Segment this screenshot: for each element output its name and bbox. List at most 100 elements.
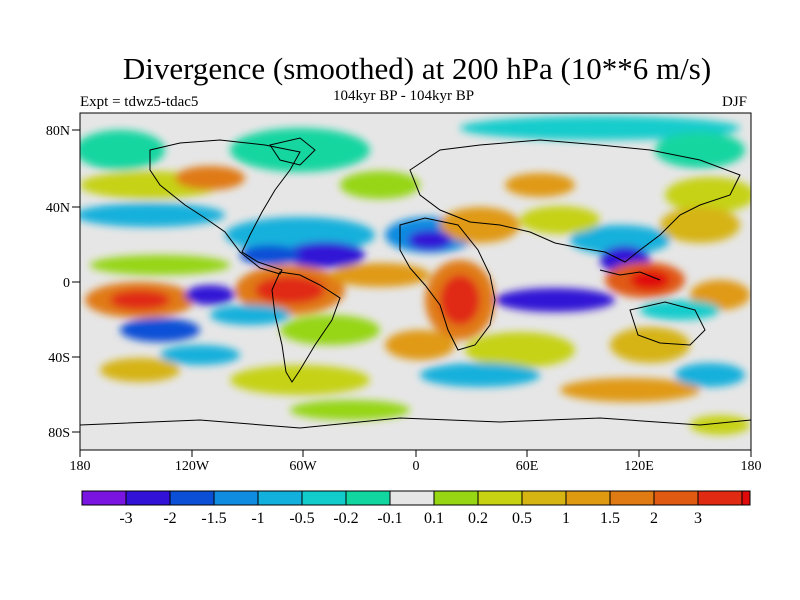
- field-blob: [460, 116, 740, 140]
- colorbar-swatch: [258, 491, 302, 505]
- field-blob: [640, 300, 720, 320]
- x-tick-label: 180: [741, 459, 762, 474]
- colorbar-label: -1: [251, 510, 264, 527]
- colorbar-label: -3: [119, 510, 132, 527]
- y-tick-label: 0: [63, 276, 70, 291]
- field-blob: [610, 327, 690, 363]
- field-blob: [90, 255, 230, 275]
- x-tick-labels: 180 120W 60W 0 60E 120E 180: [70, 459, 762, 474]
- field-blob: [185, 285, 235, 305]
- colorbar-swatch: [434, 491, 478, 505]
- field-blob: [230, 128, 370, 172]
- colorbar-swatch: [698, 491, 742, 505]
- field-blob: [495, 288, 615, 312]
- colorbar-label: -0.2: [333, 510, 358, 527]
- field-blob: [175, 166, 245, 190]
- field-blob: [440, 275, 480, 325]
- colorbar-label: -0.5: [289, 510, 314, 527]
- colorbar-label: 2: [650, 510, 658, 527]
- field-blob: [340, 171, 420, 199]
- colorbar-label: 0.5: [512, 510, 532, 527]
- chart-title: Divergence (smoothed) at 200 hPa (10**6 …: [122, 51, 712, 86]
- field-blob: [408, 230, 452, 250]
- field-blob: [330, 263, 430, 287]
- field-blob: [280, 315, 380, 345]
- x-tick-label: 60E: [516, 459, 539, 474]
- field-blob: [505, 173, 575, 197]
- field-blob: [630, 270, 670, 290]
- field-blob: [385, 330, 455, 360]
- field-blob: [655, 132, 745, 168]
- colorbar-label: 3: [694, 510, 702, 527]
- x-tick-label: 0: [413, 459, 420, 474]
- colorbar-swatch: [302, 491, 346, 505]
- field-blob: [100, 358, 180, 382]
- colorbar-label: 0.1: [424, 510, 444, 527]
- field-blob: [120, 318, 200, 342]
- field-blob: [520, 206, 600, 234]
- colorbar-label: -0.1: [377, 510, 402, 527]
- colorbar-frame: [81, 490, 751, 506]
- antarctica-outline: [80, 417, 751, 429]
- colorbar-swatch: [170, 491, 214, 505]
- colorbar-label: 1.5: [600, 510, 620, 527]
- north-america-outline: [149, 139, 301, 275]
- colorbar-dividers: [125, 491, 743, 505]
- greenland-outline: [269, 137, 316, 166]
- coastlines: [80, 137, 751, 429]
- field-blob: [80, 203, 225, 227]
- x-tick-label: 120E: [624, 459, 654, 474]
- field-blob: [240, 245, 300, 265]
- x-tick-label: 120W: [175, 459, 210, 474]
- field-blob: [665, 177, 751, 213]
- y-tick-label: 40S: [48, 351, 70, 366]
- axis-ticks: [72, 129, 752, 457]
- field-blob: [210, 305, 290, 325]
- y-tick-label: 80N: [46, 124, 70, 139]
- colorbar-swatch: [566, 491, 610, 505]
- colorbar-labels: -3 -2 -1.5 -1 -0.5 -0.2 -0.1 0.1 0.2 0.5…: [119, 510, 702, 527]
- colorbar-label: -2: [163, 510, 176, 527]
- y-tick-label: 40N: [46, 201, 70, 216]
- field-blob: [255, 276, 325, 304]
- colorbar-swatch: [522, 491, 566, 505]
- x-tick-label: 180: [70, 459, 91, 474]
- colorbar-swatch: [610, 491, 654, 505]
- eurasia-outline: [409, 139, 741, 263]
- colorbar-swatch: [742, 491, 750, 505]
- colorbar-swatch: [126, 491, 170, 505]
- colorbar-swatch: [214, 491, 258, 505]
- colorbar-swatch: [478, 491, 522, 505]
- chart-subtitle: 104kyr BP - 104kyr BP: [333, 88, 475, 104]
- colorbar-swatch: [82, 491, 126, 505]
- field-blob: [440, 207, 520, 243]
- field-blob: [285, 242, 365, 268]
- africa-outline: [399, 217, 496, 351]
- colorbar-label: -1.5: [201, 510, 226, 527]
- field-blob: [675, 363, 745, 387]
- experiment-label: Expt = tdwz5-tdac5: [80, 94, 199, 110]
- colorbar-swatch: [654, 491, 698, 505]
- maritime-continent-outline: [599, 269, 661, 281]
- colorbar-label: 1: [562, 510, 570, 527]
- x-tick-label: 60W: [289, 459, 317, 474]
- south-america-outline: [271, 271, 341, 383]
- field-blob: [465, 332, 575, 368]
- colorbar: -3 -2 -1.5 -1 -0.5 -0.2 -0.1 0.1 0.2 0.5…: [81, 490, 751, 527]
- field-blob: [80, 130, 165, 170]
- colorbar-swatch: [390, 491, 434, 505]
- field-blob: [420, 363, 540, 387]
- australia-outline: [629, 301, 706, 346]
- colorbar-swatch: [346, 491, 390, 505]
- y-tick-label: 80S: [48, 426, 70, 441]
- season-label: DJF: [722, 94, 748, 110]
- colorbar-label: 0.2: [468, 510, 488, 527]
- y-tick-labels: 80N 40N 0 40S 80S: [46, 124, 70, 441]
- field-blob: [560, 378, 700, 402]
- field-blob: [660, 207, 740, 243]
- field-blob: [160, 345, 240, 365]
- field-blob: [290, 400, 410, 420]
- field-blob: [690, 415, 750, 435]
- field-blob: [230, 365, 370, 395]
